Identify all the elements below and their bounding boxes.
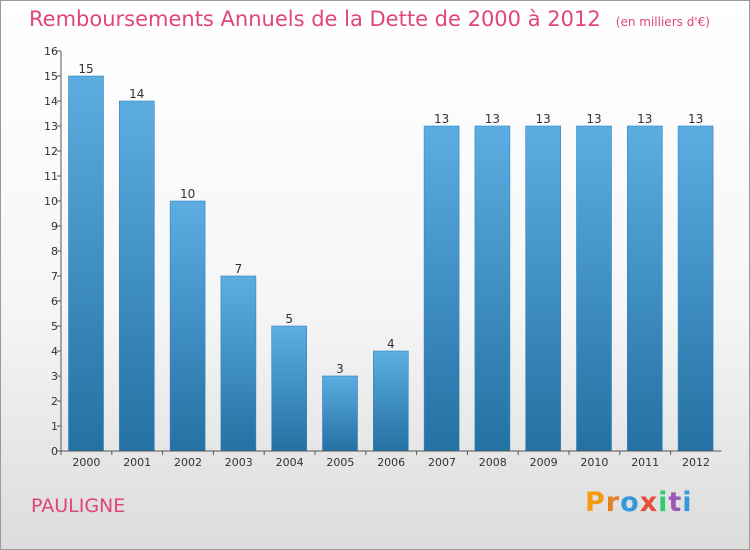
- value-label-2008: 13: [485, 112, 500, 126]
- x-tick-2007: 2007: [428, 456, 456, 469]
- bar-2002: [169, 200, 206, 452]
- y-tick-5: 5: [51, 320, 58, 333]
- proxiti-logo[interactable]: Proxiti: [585, 487, 693, 518]
- y-tick-15: 15: [44, 70, 58, 83]
- bar-2009: [525, 125, 562, 452]
- bar-2005: [322, 375, 358, 452]
- value-label-2002: 10: [180, 187, 195, 201]
- bar-2010: [576, 125, 612, 452]
- bar-2011: [626, 125, 663, 452]
- y-tick-6: 6: [51, 295, 58, 308]
- bar-2001: [119, 100, 155, 452]
- value-label-2007: 13: [434, 112, 449, 126]
- bars-group: 15 14 10 7 5 3 4 13 13 13 13 13 13: [68, 62, 714, 452]
- logo-letter: P: [585, 487, 606, 518]
- logo-letter: i: [682, 487, 693, 518]
- chart-title-block: Remboursements Annuels de la Dette de 20…: [29, 7, 710, 31]
- value-label-2010: 13: [586, 112, 601, 126]
- bar-2008: [474, 125, 511, 452]
- x-tick-2009: 2009: [530, 456, 558, 469]
- y-tick-7: 7: [51, 270, 58, 283]
- value-label-2011: 13: [637, 112, 652, 126]
- y-tick-4: 4: [51, 345, 58, 358]
- bar-2000: [68, 75, 104, 452]
- y-tick-8: 8: [51, 245, 58, 258]
- x-tick-2008: 2008: [479, 456, 507, 469]
- value-label-2004: 5: [285, 312, 293, 326]
- chart-subtitle: (en milliers d'€): [615, 15, 710, 29]
- value-label-2000: 15: [78, 62, 93, 76]
- bar-2006: [372, 350, 409, 452]
- bar-2007: [423, 125, 460, 452]
- y-tick-16: 16: [44, 45, 58, 58]
- x-tick-2012: 2012: [682, 456, 710, 469]
- x-tick-2005: 2005: [326, 456, 354, 469]
- value-label-2003: 7: [235, 262, 243, 276]
- logo-letter: o: [620, 487, 640, 518]
- value-label-2009: 13: [536, 112, 551, 126]
- commune-name: PAULIGNE: [31, 495, 126, 517]
- y-tick-3: 3: [51, 370, 58, 383]
- x-tick-2010: 2010: [580, 456, 608, 469]
- value-label-2005: 3: [336, 362, 344, 376]
- chart-title: Remboursements Annuels de la Dette de 20…: [29, 7, 601, 31]
- x-tick-2001: 2001: [123, 456, 151, 469]
- value-label-2001: 14: [129, 87, 144, 101]
- value-label-2006: 4: [387, 337, 395, 351]
- y-tick-1: 1: [51, 420, 58, 433]
- y-tick-0: 0: [51, 445, 58, 458]
- x-tick-2000: 2000: [72, 456, 100, 469]
- logo-letter: t: [668, 487, 683, 518]
- x-tick-2003: 2003: [225, 456, 253, 469]
- value-label-2012: 13: [688, 112, 703, 126]
- logo-letter: r: [605, 487, 621, 518]
- y-tick-12: 12: [44, 145, 58, 158]
- bar-2012: [677, 125, 714, 452]
- y-tick-2: 2: [51, 395, 58, 408]
- y-tick-9: 9: [51, 220, 58, 233]
- x-tick-2011: 2011: [631, 456, 659, 469]
- bar-2004: [271, 325, 308, 452]
- y-tick-11: 11: [44, 170, 58, 183]
- bar-2003: [220, 275, 257, 452]
- logo-letter: x: [639, 487, 659, 518]
- axes-group: 2000 2001 2002 2003 2004 2005 2006 2007 2008 2009…: [44, 45, 722, 469]
- x-tick-2004: 2004: [276, 456, 304, 469]
- x-tick-2002: 2002: [174, 456, 202, 469]
- logo-letter: i: [658, 487, 669, 518]
- y-tick-14: 14: [44, 95, 58, 108]
- y-tick-10: 10: [44, 195, 58, 208]
- y-tick-13: 13: [44, 120, 58, 133]
- x-tick-2006: 2006: [377, 456, 405, 469]
